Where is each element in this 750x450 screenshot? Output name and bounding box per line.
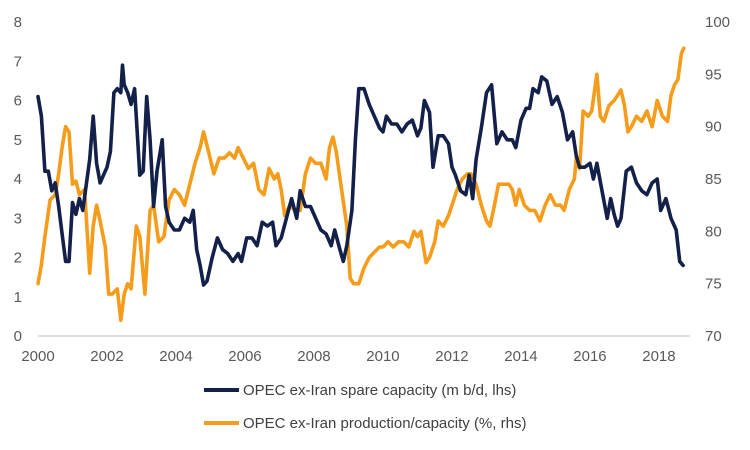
x-tick-label: 2002 (90, 348, 123, 365)
x-tick-label: 2016 (573, 348, 606, 365)
series-line-production-capacity (36, 46, 686, 323)
y-left-tick-label: 3 (14, 210, 22, 227)
x-tick-label: 2008 (297, 348, 330, 365)
x-tick-label: 2014 (504, 348, 537, 365)
y-left-tick-label: 8 (14, 14, 22, 31)
plot-area (36, 46, 686, 323)
y-right-tick-label: 100 (705, 14, 730, 31)
legend-label-production-capacity: OPEC ex-Iran production/capacity (%, rhs… (243, 415, 526, 432)
x-tick-label: 2006 (228, 348, 261, 365)
y-left-tick-labels: 0 1 2 3 4 5 6 7 8 (14, 14, 22, 345)
series-line-spare-capacity (36, 63, 685, 287)
x-tick-label: 2012 (435, 348, 468, 365)
x-tick-label: 2004 (159, 348, 192, 365)
y-right-tick-labels: 70 75 80 85 90 95 100 (705, 14, 730, 345)
y-right-tick-label: 80 (705, 223, 722, 240)
y-left-tick-label: 2 (14, 250, 22, 267)
y-right-tick-label: 90 (705, 119, 722, 136)
legend-label-spare-capacity: OPEC ex-Iran spare capacity (m b/d, lhs) (243, 382, 516, 399)
y-right-tick-label: 85 (705, 171, 722, 188)
legend-item-production-capacity: OPEC ex-Iran production/capacity (%, rhs… (204, 415, 526, 432)
y-right-tick-label: 70 (705, 328, 722, 345)
y-left-tick-label: 5 (14, 132, 22, 149)
x-tick-label: 2010 (366, 348, 399, 365)
y-left-tick-label: 6 (14, 93, 22, 110)
legend-item-spare-capacity: OPEC ex-Iran spare capacity (m b/d, lhs) (204, 382, 516, 399)
y-left-tick-label: 4 (14, 171, 22, 188)
y-left-tick-label: 0 (14, 328, 22, 345)
x-tick-labels: 2000 2002 2004 2006 2008 2010 2012 2014 2016 2018 (21, 348, 675, 365)
y-right-tick-label: 75 (705, 276, 722, 293)
y-left-tick-label: 7 (14, 53, 22, 70)
y-right-tick-label: 95 (705, 66, 722, 83)
y-left-tick-label: 1 (14, 289, 22, 306)
legend: OPEC ex-Iran spare capacity (m b/d, lhs)… (204, 382, 526, 432)
x-tick-label: 2018 (642, 348, 675, 365)
x-tick-label: 2000 (21, 348, 54, 365)
